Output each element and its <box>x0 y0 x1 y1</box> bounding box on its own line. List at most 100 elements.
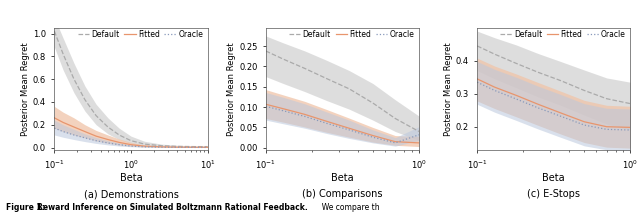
Default <box>534 71 542 74</box>
Default <box>104 126 112 128</box>
Oracle <box>603 128 611 131</box>
Fitted <box>323 120 331 123</box>
Fitted <box>580 120 588 123</box>
Fitted <box>115 141 123 144</box>
Default <box>81 98 89 101</box>
Legend: Default, Fitted, Oracle: Default, Fitted, Oracle <box>77 29 204 40</box>
Y-axis label: Posterior Mean Regret: Posterior Mean Regret <box>444 42 453 136</box>
Fitted <box>534 103 542 106</box>
Fitted <box>557 111 564 114</box>
Oracle <box>192 146 200 149</box>
Default <box>60 53 67 55</box>
X-axis label: Beta: Beta <box>120 173 142 183</box>
Fitted <box>60 121 67 124</box>
Default <box>51 30 58 33</box>
Fitted <box>513 94 520 97</box>
Oracle <box>173 146 181 149</box>
Text: We compare th: We compare th <box>317 203 380 212</box>
Default <box>627 102 634 105</box>
Fitted <box>127 143 135 146</box>
Default <box>557 79 564 82</box>
Oracle <box>580 124 588 126</box>
Fitted <box>92 135 100 137</box>
Fitted <box>262 103 269 106</box>
Oracle <box>392 142 399 144</box>
Oracle <box>51 127 58 129</box>
Fitted <box>603 125 611 128</box>
Oracle <box>323 122 331 125</box>
Default <box>70 78 78 80</box>
Default <box>127 139 135 142</box>
Oracle <box>534 107 542 109</box>
Line: Oracle: Oracle <box>54 128 207 147</box>
Default <box>280 58 287 60</box>
Fitted <box>301 113 308 116</box>
Oracle <box>115 143 123 146</box>
Oracle <box>204 146 211 149</box>
X-axis label: Beta: Beta <box>543 173 565 183</box>
Line: Default: Default <box>54 31 207 147</box>
Oracle <box>81 137 89 139</box>
Oracle <box>127 145 135 147</box>
Oracle <box>513 98 520 100</box>
Oracle <box>627 129 634 131</box>
Text: (b) Comparisons: (b) Comparisons <box>302 189 383 199</box>
Oracle <box>415 134 423 136</box>
Oracle <box>491 89 499 92</box>
Default <box>141 143 148 145</box>
Fitted <box>415 142 423 144</box>
Default <box>157 144 165 147</box>
Oracle <box>92 139 100 142</box>
Default <box>204 145 211 148</box>
Y-axis label: Posterior Mean Regret: Posterior Mean Regret <box>21 42 30 136</box>
Oracle <box>557 115 564 117</box>
Fitted <box>474 78 481 80</box>
Oracle <box>104 142 112 144</box>
Default <box>580 89 588 92</box>
Default <box>369 102 377 104</box>
Line: Oracle: Oracle <box>477 82 630 130</box>
Fitted <box>51 117 58 119</box>
Oracle <box>280 110 287 112</box>
Oracle <box>157 146 165 149</box>
Line: Oracle: Oracle <box>266 106 419 143</box>
Fitted <box>280 107 287 110</box>
Legend: Default, Fitted, Oracle: Default, Fitted, Oracle <box>288 29 415 40</box>
Oracle <box>369 136 377 138</box>
Fitted <box>173 146 181 149</box>
Default <box>173 145 181 148</box>
Default <box>92 114 100 117</box>
X-axis label: Beta: Beta <box>331 173 354 183</box>
Fitted <box>157 146 165 148</box>
Line: Default: Default <box>266 51 419 131</box>
Default <box>301 67 308 70</box>
Fitted <box>81 130 89 133</box>
Default <box>392 117 399 120</box>
Line: Fitted: Fitted <box>54 118 207 147</box>
Fitted <box>491 86 499 88</box>
Fitted <box>369 134 377 137</box>
Fitted <box>346 127 353 129</box>
Default <box>323 77 331 80</box>
Oracle <box>346 129 353 131</box>
Default <box>415 130 423 133</box>
Oracle <box>141 146 148 148</box>
Fitted <box>204 146 211 149</box>
Line: Default: Default <box>477 46 630 104</box>
Legend: Default, Fitted, Oracle: Default, Fitted, Oracle <box>500 29 627 40</box>
Default <box>346 88 353 90</box>
Default <box>115 134 123 136</box>
Default <box>491 53 499 55</box>
Fitted <box>192 146 200 149</box>
Text: Reward Inference on Simulated Boltzmann Rational Feedback.: Reward Inference on Simulated Boltzmann … <box>37 203 308 212</box>
Fitted <box>392 140 399 143</box>
Oracle <box>474 81 481 83</box>
Fitted <box>70 126 78 128</box>
Fitted <box>627 126 634 129</box>
Default <box>474 45 481 47</box>
Text: (c) E-Stops: (c) E-Stops <box>527 189 580 199</box>
Text: (a) Demonstrations: (a) Demonstrations <box>84 189 179 199</box>
Fitted <box>141 145 148 147</box>
Y-axis label: Posterior Mean Regret: Posterior Mean Regret <box>227 42 236 136</box>
Fitted <box>104 138 112 141</box>
